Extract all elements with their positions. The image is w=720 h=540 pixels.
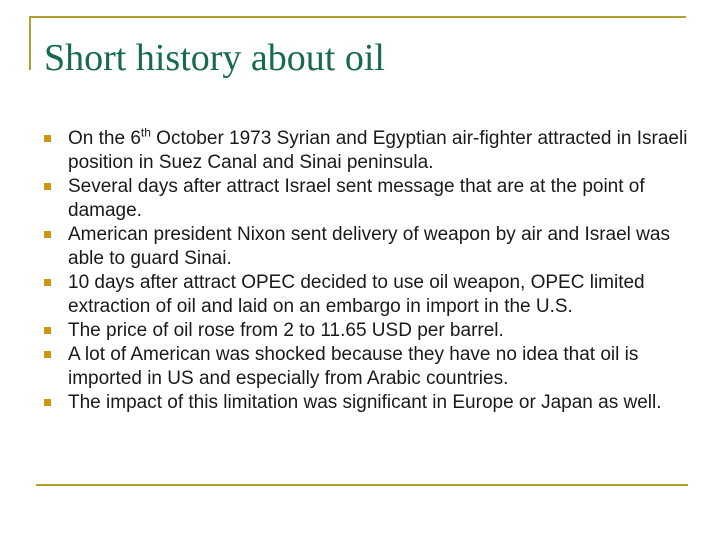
bullet-item: American president Nixon sent delivery o… <box>44 223 692 271</box>
bullet-square-icon <box>44 351 51 358</box>
bullet-item: The impact of this limitation was signif… <box>44 391 692 415</box>
bullet-square-icon <box>44 135 51 142</box>
bullet-text: A lot of American was shocked because th… <box>68 344 639 389</box>
bullet-text: Several days after attract Israel sent m… <box>68 176 645 221</box>
slide-title: Short history about oil <box>44 37 385 79</box>
bullet-item: The price of oil rose from 2 to 11.65 US… <box>44 319 692 343</box>
bullet-item: A lot of American was shocked because th… <box>44 343 692 391</box>
bullet-square-icon <box>44 183 51 190</box>
bullet-item: On the 6th October 1973 Syrian and Egypt… <box>44 127 692 175</box>
bullet-text: American president Nixon sent delivery o… <box>68 224 670 269</box>
bullet-square-icon <box>44 279 51 286</box>
bullet-text: The impact of this limitation was signif… <box>68 392 662 413</box>
left-rule <box>29 16 31 70</box>
bullet-square-icon <box>44 327 51 334</box>
bullet-square-icon <box>44 231 51 238</box>
top-rule <box>29 16 686 18</box>
bullet-item: Several days after attract Israel sent m… <box>44 175 692 223</box>
bullet-list: On the 6th October 1973 Syrian and Egypt… <box>44 127 692 415</box>
bullet-item: 10 days after attract OPEC decided to us… <box>44 271 692 319</box>
bullet-square-icon <box>44 399 51 406</box>
bottom-rule <box>36 484 688 486</box>
bullet-text: On the 6th October 1973 Syrian and Egypt… <box>68 125 688 173</box>
bullet-text: The price of oil rose from 2 to 11.65 US… <box>68 320 504 341</box>
bullet-text: 10 days after attract OPEC decided to us… <box>68 272 645 317</box>
